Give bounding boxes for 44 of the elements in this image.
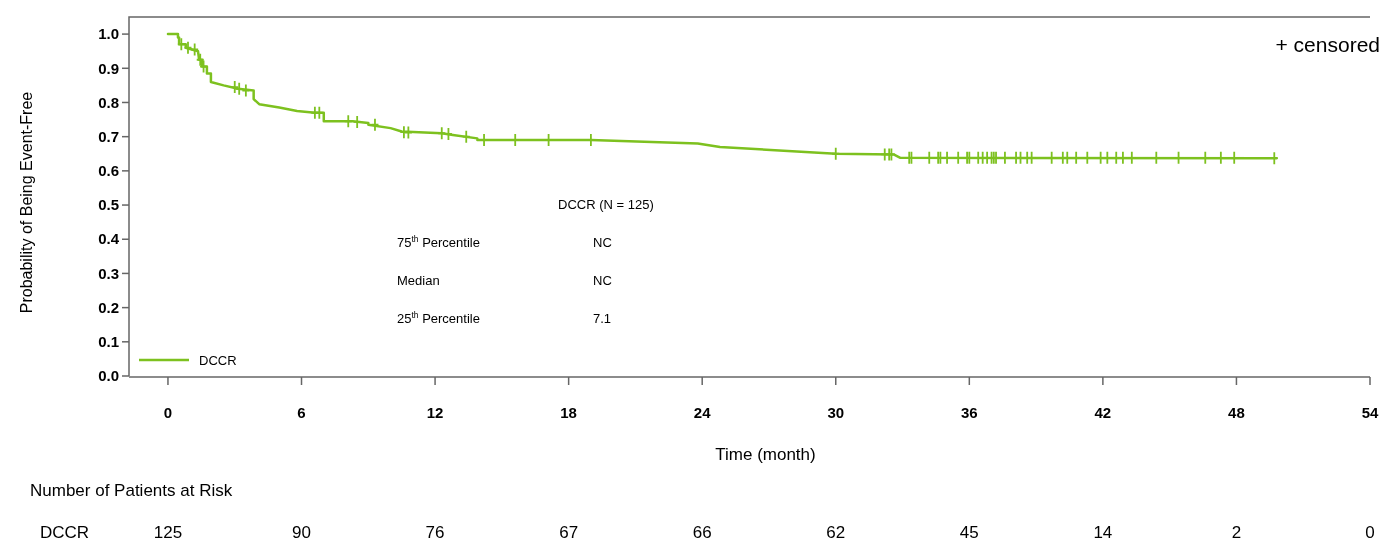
text: Number of Patients at Risk	[30, 481, 233, 500]
x-axis-title: Time (month)	[715, 445, 816, 464]
text: 125	[153, 523, 183, 542]
text: 66	[692, 523, 712, 542]
text: 2	[1231, 523, 1242, 542]
y-axis-title: Probability of Being Event-Free	[18, 91, 35, 314]
y-tick-label: 0.5	[98, 196, 119, 214]
y-tick-label: 0.8	[98, 93, 119, 111]
annotation: 75$^{th}$ Percentile	[397, 234, 480, 250]
annotation: NC	[593, 273, 612, 288]
y-tick-label: 0.6	[98, 162, 119, 180]
x-tick-label: 30	[827, 404, 845, 421]
annotation: 7.1	[593, 311, 612, 326]
x-tick-label: 18	[560, 404, 577, 421]
text: 14	[1093, 523, 1113, 542]
x-tick-label: 24	[693, 404, 712, 421]
annotation: 25$^{th}$ Percentile	[397, 310, 480, 326]
text: 76	[425, 523, 445, 542]
y-tick-label: 1.0	[98, 25, 119, 43]
y-tick-label: 0.9	[98, 59, 119, 77]
text: 0	[1365, 523, 1375, 542]
y-tick-label: 0.7	[98, 127, 119, 145]
text: 45	[959, 523, 979, 542]
y-tick-label: 0.1	[98, 333, 119, 351]
x-tick-label: 48	[1228, 404, 1245, 421]
x-tick-label: 36	[960, 404, 978, 421]
legend-label: DCCR	[199, 352, 237, 368]
annotation: + censored	[1275, 33, 1380, 56]
text: 90	[292, 523, 311, 542]
text: 62	[826, 523, 846, 542]
x-tick-label: 42	[1094, 404, 1112, 421]
text: DCCR	[40, 523, 90, 542]
y-tick-label: 0.3	[98, 264, 119, 282]
x-tick-label: 0	[163, 404, 173, 421]
text: 67	[559, 523, 579, 542]
annotation: Median	[397, 273, 440, 288]
annotation: DCCR (N = 125)	[558, 197, 654, 212]
x-tick-label: 6	[297, 404, 306, 421]
y-tick-label: 0.0	[98, 367, 119, 385]
y-tick-label: 0.4	[98, 230, 120, 248]
y-tick-label: 0.2	[98, 298, 119, 316]
annotation: NC	[593, 235, 612, 250]
x-tick-label: 12	[426, 404, 444, 421]
x-tick-label: 54	[1361, 404, 1379, 421]
